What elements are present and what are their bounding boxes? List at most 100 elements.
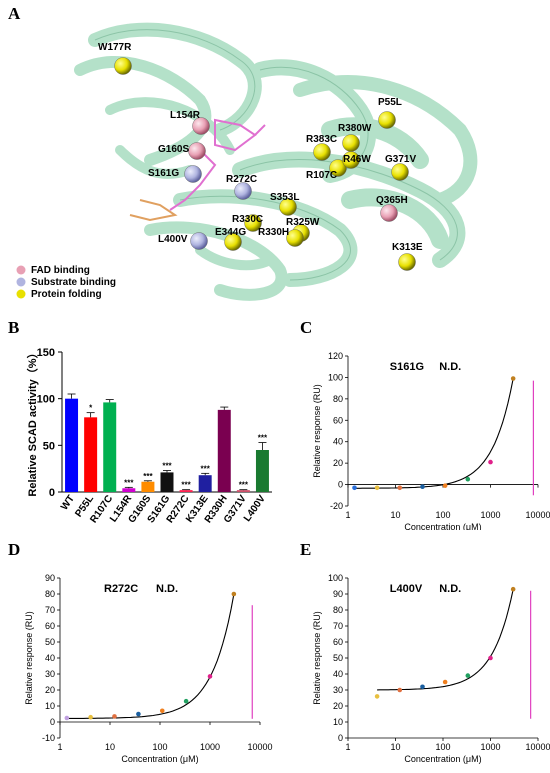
sphere-r272c: [234, 182, 252, 200]
significance-k313e: ***: [201, 464, 211, 473]
mutation-label-l154r: L154R: [170, 110, 201, 121]
sphere-r383c: [313, 143, 331, 161]
y-tick-label-40: 40: [45, 653, 55, 663]
significance-l400v: ***: [258, 434, 268, 443]
y-tick-label-20: 20: [333, 701, 343, 711]
bar-s161g: [160, 472, 174, 492]
x-tick-label-10: 10: [390, 510, 400, 520]
y-tick-label-70: 70: [333, 621, 343, 631]
x-tick-label-wt: WT: [59, 493, 77, 512]
fit-curve: [354, 378, 514, 489]
y-tick-label-50: 50: [43, 440, 55, 452]
significance-g371v: ***: [239, 481, 249, 490]
y-tick-label-40: 40: [333, 437, 343, 447]
y-tick-label-100: 100: [328, 372, 343, 382]
sphere-g160s: [188, 142, 206, 160]
sphere-r380w: [342, 134, 360, 152]
y-tick-label-60: 60: [333, 415, 343, 425]
data-point-7: [231, 591, 237, 597]
plot-title: R272C: [104, 583, 138, 595]
y-tick-label-100: 100: [37, 394, 55, 406]
mutation-label-r46w: R46W: [343, 154, 371, 165]
y-tick-label-20: 20: [333, 458, 343, 468]
data-point-3: [420, 484, 425, 490]
y-tick-label-90: 90: [333, 589, 343, 599]
mutation-label-r272c: R272C: [226, 174, 257, 185]
data-point-7: [510, 376, 516, 381]
mutation-label-q365h: Q365H: [376, 195, 408, 206]
mutation-label-g371v: G371V: [385, 154, 416, 165]
y-tick-label-60: 60: [333, 637, 343, 647]
x-tick-label-10000: 10000: [525, 510, 550, 520]
sphere-r330c: [244, 214, 262, 232]
x-tick-label-1: 1: [345, 742, 350, 752]
bar-g160s: [141, 481, 155, 492]
x-tick-label-100: 100: [435, 742, 450, 752]
legend-label-1: Substrate binding: [31, 277, 116, 288]
y-axis-label: Relative response (RU): [24, 611, 34, 705]
legend-swatch-0: [16, 265, 26, 275]
plot-annotation: N.D.: [439, 583, 461, 595]
mutation-label-r383c: R383C: [306, 134, 337, 145]
y-tick-label-100: 100: [328, 573, 343, 583]
x-tick-label-1: 1: [345, 510, 350, 520]
plot-title: L400V: [390, 583, 423, 595]
sphere-s161g: [184, 165, 202, 183]
bar-wt: [65, 398, 79, 492]
mutation-label-r330c: R330C: [232, 214, 263, 225]
data-point-0: [374, 694, 380, 699]
y-tick-label-70: 70: [45, 605, 55, 615]
panel-label-a: A: [8, 4, 21, 23]
legend-swatch-2: [16, 289, 26, 299]
panel-label-e: E: [300, 540, 312, 559]
sphere-r330h: [286, 229, 304, 247]
sphere-g371v: [391, 163, 409, 181]
y-tick-label-10: 10: [45, 701, 55, 711]
y-tick-label-20: 20: [45, 685, 55, 695]
data-point-2: [112, 714, 117, 719]
sphere-l400v: [190, 232, 208, 250]
data-point-3: [136, 711, 141, 717]
plot-title: S161G: [390, 361, 424, 373]
y-tick-label-30: 30: [45, 669, 55, 679]
mutation-label-e344g: E344G: [215, 227, 246, 238]
y-tick-label-30: 30: [333, 685, 343, 695]
bar-g371v: [236, 490, 250, 492]
mutation-label-w177r: W177R: [98, 42, 132, 53]
y-tick-label-50: 50: [45, 637, 55, 647]
legend-label-0: FAD binding: [31, 265, 90, 276]
y-tick-label-0: 0: [49, 487, 55, 499]
x-tick-label-1000: 1000: [480, 510, 500, 520]
y-axis-label: Relative response (RU): [312, 384, 322, 478]
y-tick-label-80: 80: [333, 394, 343, 404]
y-tick-label--20: -20: [330, 501, 343, 511]
x-tick-label-1: 1: [57, 742, 62, 752]
mutation-label-r330h: R330H: [258, 227, 289, 238]
panel-label-d: D: [8, 540, 21, 559]
x-tick-label-10: 10: [105, 742, 115, 752]
bar-p55l: [84, 417, 98, 492]
data-point-5: [465, 476, 471, 482]
y-tick-label-0: 0: [50, 717, 55, 727]
y-tick-label-10: 10: [333, 717, 343, 727]
sphere-e344g: [224, 233, 242, 251]
x-tick-label-100: 100: [435, 510, 450, 520]
bar-r272c: [179, 490, 193, 492]
y-tick-label-90: 90: [45, 573, 55, 583]
mutation-label-l400v: L400V: [158, 234, 188, 245]
y-axis-label: Relative response (RU): [312, 611, 322, 705]
fad-ligand: [129, 118, 266, 222]
y-tick-label-0: 0: [338, 733, 343, 743]
panel-label-b: B: [8, 318, 20, 337]
significance-p55l: *: [89, 404, 93, 413]
x-tick-label-10: 10: [390, 742, 400, 752]
data-point-0: [352, 485, 357, 491]
y-tick-label-50: 50: [333, 653, 343, 663]
data-point-5: [183, 698, 189, 704]
x-tick-label-100: 100: [152, 742, 167, 752]
